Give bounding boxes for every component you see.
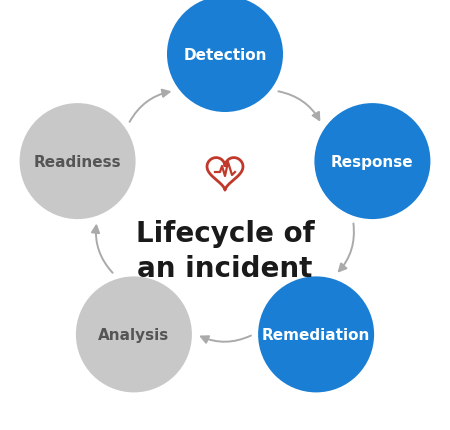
FancyArrowPatch shape — [339, 224, 354, 272]
Circle shape — [76, 277, 192, 393]
Text: an incident: an incident — [137, 255, 313, 283]
Text: Remediation: Remediation — [262, 327, 370, 342]
Text: Lifecycle of: Lifecycle of — [135, 219, 315, 247]
FancyArrowPatch shape — [130, 90, 170, 123]
Circle shape — [167, 0, 283, 113]
FancyArrowPatch shape — [201, 336, 251, 343]
Circle shape — [315, 104, 430, 220]
Circle shape — [258, 277, 374, 393]
FancyArrowPatch shape — [279, 92, 320, 121]
Text: Response: Response — [331, 154, 414, 169]
Text: Detection: Detection — [183, 47, 267, 62]
Text: Analysis: Analysis — [98, 327, 170, 342]
Text: Readiness: Readiness — [34, 154, 122, 169]
Circle shape — [20, 104, 135, 220]
FancyArrowPatch shape — [92, 226, 112, 273]
